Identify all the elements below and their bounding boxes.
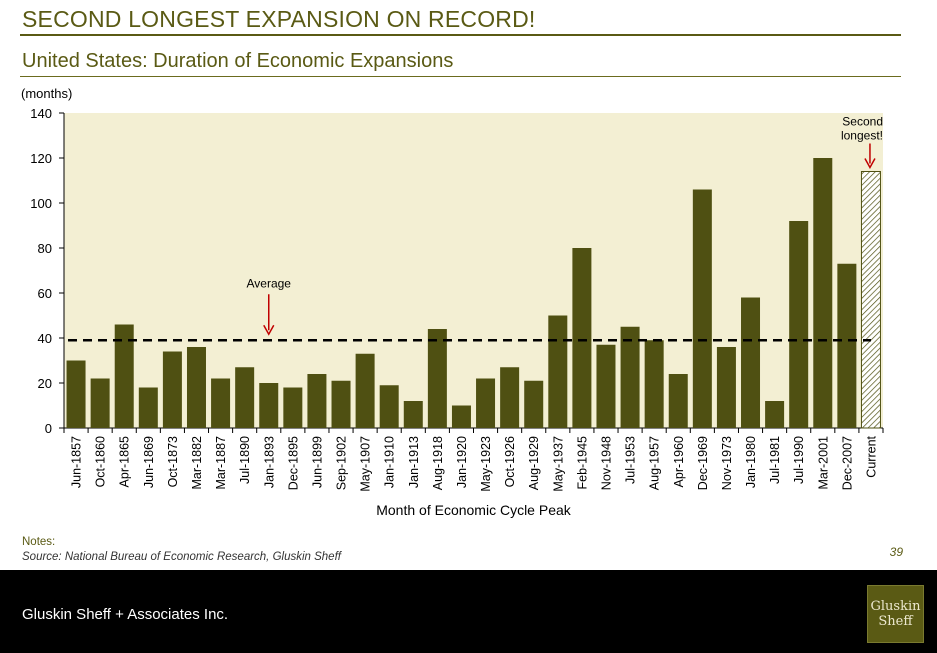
bar (403, 401, 423, 428)
x-tick-label: Oct-1926 (503, 436, 517, 487)
second-longest-label: Second (842, 115, 883, 129)
x-tick-label: Jan-1893 (262, 436, 276, 488)
bar (644, 340, 664, 428)
headline-rule (20, 34, 901, 36)
footer-bar: Gluskin Sheff + Associates Inc. Gluskin … (0, 570, 937, 653)
bar (235, 367, 255, 428)
x-tick-label: Jan-1980 (744, 436, 758, 488)
x-tick-label: Oct-1860 (94, 436, 108, 487)
y-tick-label: 140 (30, 106, 52, 121)
bar-current (860, 171, 881, 429)
bar (548, 315, 568, 428)
x-tick-label: Feb-1945 (575, 436, 589, 490)
bar (765, 401, 785, 428)
bar (837, 263, 857, 428)
y-tick-label: 0 (45, 421, 52, 436)
bar (379, 385, 399, 428)
x-tick-label: Jun-1857 (70, 436, 84, 488)
bar (741, 297, 761, 428)
bar (138, 387, 158, 428)
bar (572, 248, 592, 428)
x-tick-label: Mar-1887 (214, 436, 228, 490)
average-annotation-label: Average (247, 276, 292, 290)
x-tick-label: May-1907 (359, 436, 373, 492)
average-arrowhead (263, 324, 275, 336)
x-tick-label: Apr-1865 (118, 436, 132, 487)
bar (355, 353, 375, 428)
bar (66, 360, 86, 428)
bar (162, 351, 182, 428)
x-tick-label: Nov-1948 (599, 436, 613, 490)
x-tick-label: Jul-1990 (792, 436, 806, 484)
bar (476, 378, 496, 428)
second-longest-label: longest! (841, 129, 883, 143)
bar (90, 378, 110, 428)
y-tick-label: 40 (38, 331, 52, 346)
x-tick-label: Dec-1895 (286, 436, 300, 490)
y-tick-label: 120 (30, 151, 52, 166)
bar (716, 347, 736, 428)
bar (186, 347, 206, 428)
bar (620, 326, 640, 428)
gluskin-sheff-logo: Gluskin Sheff (867, 585, 924, 643)
y-axis-label: (months) (21, 86, 72, 101)
plot-area (64, 113, 883, 428)
x-tick-label: Current (864, 435, 878, 477)
x-tick-label: Oct-1873 (166, 436, 180, 487)
x-tick-label: Dec-2007 (840, 436, 854, 490)
x-tick-label: Aug-1918 (431, 436, 445, 490)
y-tick-label: 60 (38, 286, 52, 301)
bar (451, 405, 471, 428)
x-tick-label: Aug-1957 (648, 436, 662, 490)
y-tick-label: 80 (38, 241, 52, 256)
bar (427, 329, 447, 428)
x-tick-label: Sep-1902 (335, 436, 349, 490)
x-tick-label: Jul-1890 (238, 436, 252, 484)
bar (789, 221, 809, 428)
bar (259, 383, 279, 428)
footer-company-name: Gluskin Sheff + Associates Inc. (22, 606, 229, 623)
bar (692, 189, 712, 428)
chart-subtitle: United States: Duration of Economic Expa… (22, 50, 454, 72)
second-longest-arrowhead (864, 158, 876, 170)
bar (211, 378, 231, 428)
logo-line-2: Sheff (878, 614, 913, 629)
notes-label: Notes: (22, 536, 56, 548)
bar (524, 380, 544, 428)
y-tick-label: 20 (38, 376, 52, 391)
headline: SECOND LONGEST EXPANSION ON RECORD! (22, 6, 536, 32)
y-tick-label: 100 (30, 196, 52, 211)
bar (596, 344, 616, 428)
source-note: Source: National Bureau of Economic Rese… (22, 551, 341, 563)
x-tick-label: Jun-1869 (142, 436, 156, 488)
x-axis-label: Month of Economic Cycle Peak (376, 502, 572, 518)
bar (331, 380, 351, 428)
x-tick-label: Apr-1960 (672, 436, 686, 487)
bar (283, 387, 303, 428)
x-tick-label: May-1937 (551, 436, 565, 492)
subtitle-rule (20, 76, 901, 77)
x-tick-label: Nov-1973 (720, 436, 734, 490)
x-tick-label: May-1923 (479, 436, 493, 492)
x-tick-label: Jan-1910 (383, 436, 397, 488)
x-tick-label: Jul-1981 (768, 436, 782, 484)
bar (114, 324, 134, 428)
x-tick-label: Aug-1929 (527, 436, 541, 490)
x-tick-label: Jul-1953 (624, 436, 638, 484)
page-number: 39 (889, 545, 903, 559)
bar (500, 367, 520, 428)
bar (813, 158, 833, 428)
logo-line-1: Gluskin (870, 599, 921, 614)
x-tick-label: Mar-2001 (816, 436, 830, 490)
x-tick-label: Jun-1899 (310, 436, 324, 488)
x-tick-label: Jan-1913 (407, 436, 421, 488)
bar-chart: 0 20 40 60 80 100 120 140 (months) Jun-1857 Oct-18… (21, 86, 884, 518)
x-tick-label: Dec-1969 (696, 436, 710, 490)
x-tick-label: Jan-1920 (455, 436, 469, 488)
bar (668, 374, 688, 428)
bar (307, 374, 327, 428)
x-tick-label: Mar-1882 (190, 436, 204, 490)
